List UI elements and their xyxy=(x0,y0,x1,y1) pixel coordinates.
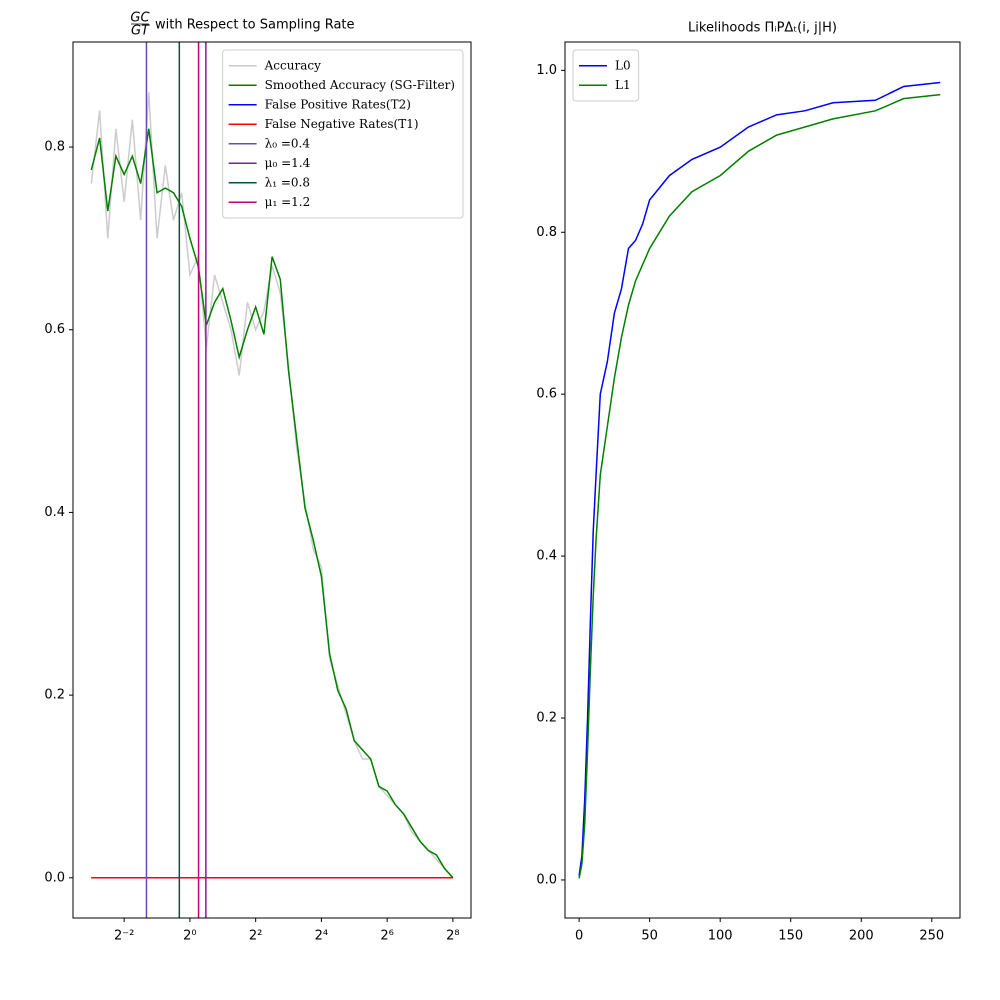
x-tick-label: 2⁴ xyxy=(315,929,328,944)
y-tick-label: 1.0 xyxy=(536,63,557,78)
series-line xyxy=(578,93,941,879)
legend-label: μ₀ =1.4 xyxy=(265,156,311,170)
legend: Accuracy Smoothed Accuracy (SG-Filter) Fal… xyxy=(222,49,464,219)
x-tick-label: 200 xyxy=(849,929,874,944)
y-tick-label: 0.0 xyxy=(536,872,557,887)
plot-area: 0 50 100 150 200 250 0.0 0.2 0.4 0.6 0.8 1.0 Likelih… xyxy=(536,21,961,944)
legend-label: Smoothed Accuracy (SG-Filter) xyxy=(265,78,455,92)
x-tick-label: 2⁶ xyxy=(380,929,393,944)
y-tick-label: 0.2 xyxy=(536,711,557,726)
chart-title: with Respect to Sampling Rate xyxy=(155,18,355,33)
y-tick-label: 0.4 xyxy=(44,505,65,520)
y-tick-label: 0.6 xyxy=(44,322,65,337)
series-line xyxy=(90,128,454,879)
legend-label: L1 xyxy=(615,78,631,92)
chart-title: Likelihoods ΠᵢPΔₜ(i, j|H) xyxy=(688,21,837,36)
series-line xyxy=(578,81,941,877)
legend-label: λ₀ =0.4 xyxy=(265,136,311,150)
x-tick-label: 2⁰ xyxy=(183,929,196,944)
x-tick-label: 150 xyxy=(778,929,803,944)
title-numerator: GC xyxy=(130,11,150,26)
legend-label: False Negative Rates(T1) xyxy=(265,117,419,131)
legend-frame xyxy=(572,49,640,102)
x-tick-label: 2⁸ xyxy=(446,929,459,944)
axes-frame xyxy=(564,41,961,919)
x-tick-label: 250 xyxy=(919,929,944,944)
legend-label: False Positive Rates(T2) xyxy=(265,97,411,111)
legend-label: L0 xyxy=(615,58,631,72)
x-tick-label: 2⁻² xyxy=(114,929,134,944)
y-tick-label: 0.6 xyxy=(536,387,557,402)
title-denominator: GT xyxy=(131,24,150,39)
x-tick-label: 0 xyxy=(575,929,583,944)
legend-label: μ₁ =1.2 xyxy=(265,195,311,209)
x-tick-label: 2² xyxy=(249,929,262,944)
y-tick-label: 0.0 xyxy=(44,870,65,885)
x-tick-label: 50 xyxy=(641,929,658,944)
y-tick-label: 0.8 xyxy=(44,140,65,155)
y-tick-label: 0.8 xyxy=(536,225,557,240)
legend-label: λ₁ =0.8 xyxy=(265,175,310,189)
x-tick-label: 100 xyxy=(708,929,733,944)
axes-frame xyxy=(72,41,472,919)
y-tick-label: 0.4 xyxy=(536,549,557,564)
legend-label: Accuracy xyxy=(264,58,321,72)
legend-frame xyxy=(222,49,464,219)
series-line xyxy=(90,92,454,879)
y-tick-label: 0.2 xyxy=(44,688,65,703)
